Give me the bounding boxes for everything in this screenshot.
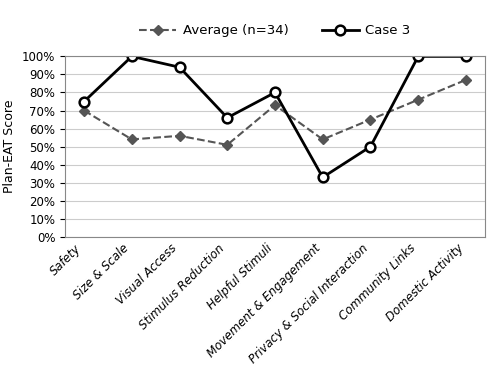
Average (n=34) (176, 133, 182, 138)
Case 3 (272, 90, 278, 95)
Average (n=34) (463, 77, 469, 82)
Case 3 (368, 144, 374, 149)
Line: Average (n=34): Average (n=34) (80, 76, 469, 149)
Average (n=34) (415, 97, 421, 102)
Case 3 (463, 54, 469, 59)
Average (n=34) (272, 103, 278, 108)
Case 3 (81, 99, 87, 104)
Case 3 (320, 175, 326, 180)
Average (n=34) (368, 117, 374, 122)
Case 3 (176, 65, 182, 70)
Average (n=34) (129, 137, 135, 142)
Average (n=34) (224, 143, 230, 147)
Legend: Average (n=34), Case 3: Average (n=34), Case 3 (134, 19, 416, 42)
Average (n=34) (320, 137, 326, 142)
Case 3 (415, 54, 421, 59)
Line: Case 3: Case 3 (79, 52, 471, 182)
Case 3 (224, 115, 230, 120)
Y-axis label: Plan-EAT Score: Plan-EAT Score (4, 100, 16, 193)
Case 3 (129, 54, 135, 59)
Average (n=34) (81, 108, 87, 113)
